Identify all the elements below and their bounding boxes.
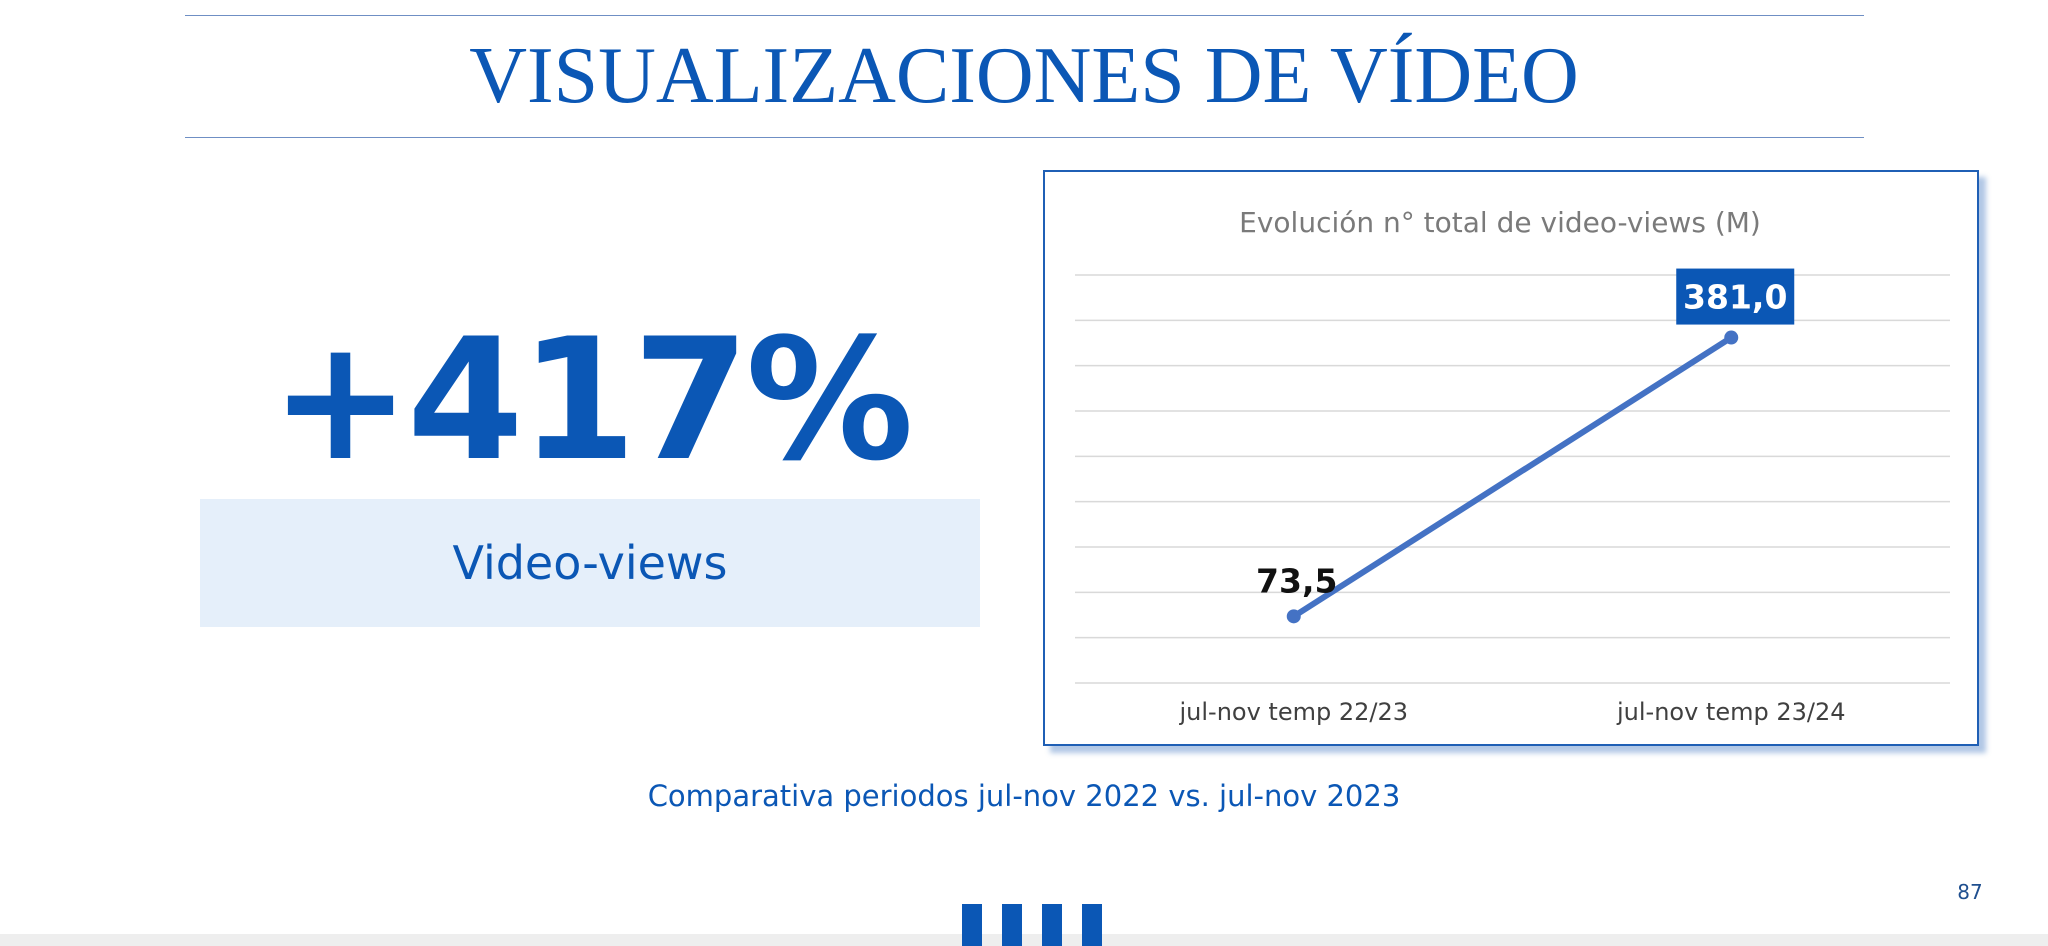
brand-logo xyxy=(962,904,1104,946)
page-number: 87 xyxy=(1957,880,1983,904)
title-top-rule xyxy=(185,15,1864,16)
chart-card: Evolución n° total de video-views (M) ju… xyxy=(1043,170,1979,746)
title-bottom-rule xyxy=(185,137,1864,138)
comparison-caption: Comparativa periodos jul-nov 2022 vs. ju… xyxy=(647,779,1401,813)
footer-band xyxy=(0,934,2048,946)
chart-title: Evolución n° total de video-views (M) xyxy=(1239,206,1761,239)
data-point xyxy=(1286,609,1301,624)
x-tick-label: jul-nov temp 23/24 xyxy=(1616,698,1846,726)
data-label: 381,0 xyxy=(1683,278,1787,317)
chart-gridlines xyxy=(1075,274,1950,684)
x-tick-label: jul-nov temp 22/23 xyxy=(1178,698,1408,726)
kpi-label-box: Video-views xyxy=(200,499,980,627)
chart-series xyxy=(1286,330,1739,624)
data-point xyxy=(1724,330,1739,345)
x-axis-ticks: jul-nov temp 22/23 jul-nov temp 23/24 xyxy=(1178,698,1845,726)
kpi-value: +417% xyxy=(270,302,914,498)
data-label-highlight xyxy=(1676,268,1795,325)
line-chart: Evolución n° total de video-views (M) ju… xyxy=(1075,206,1950,726)
series-line xyxy=(1290,334,1735,620)
data-labels: 73,5 381,0 xyxy=(1256,268,1795,600)
data-label: 73,5 xyxy=(1256,561,1337,600)
kpi-label: Video-views xyxy=(452,536,728,590)
page-title: VISUALIZACIONES DE VÍDEO xyxy=(469,32,1579,120)
